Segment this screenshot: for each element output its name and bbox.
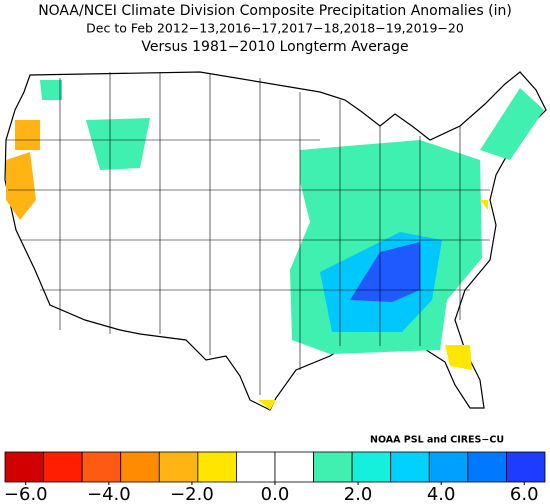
idaho-wet [86,118,150,170]
northeast-wet [480,88,544,160]
tick-label: −2.0 [170,484,214,504]
california-dry [6,152,36,220]
comparison: Versus 1981−2010 Longterm Average [141,39,408,55]
us-map [4,71,547,411]
tick-label: −6.0 [4,484,48,504]
colorbar-swatch [158,451,199,483]
title: NOAA/NCEI Climate Division Composite Pre… [38,3,512,19]
tick-label: 6.0 [510,484,539,504]
subtitle: Dec to Feb 2012−13,2016−17,2017−18,2018−… [86,21,464,36]
washington-wet [40,80,62,100]
colorbar-swatch [274,451,314,483]
colorbar-swatch [428,451,469,483]
colorbar-swatch [351,451,392,483]
colorbar-swatch [506,451,546,483]
colorbar-swatch [467,451,507,483]
credit: NOAA PSL and CIRES−CU [370,435,504,446]
tick-label: 0.0 [261,484,290,504]
tick-label: 4.0 [427,484,456,504]
colorbar-swatch [236,451,276,483]
maryland-dry [480,200,488,210]
oregon-dry [15,120,40,150]
state-lines [6,72,490,395]
colorbar-swatch [313,451,353,483]
colorbar-swatch [120,451,160,483]
colorbar-swatch [197,451,237,483]
texas-coast-dry [258,400,276,410]
colorbar-swatch [4,451,44,483]
colorbar-swatch [81,451,122,483]
wettest-region [350,242,420,302]
florida-dry [445,345,472,370]
tick-label: 2.0 [344,484,373,504]
colorbar-swatch [390,451,430,483]
colorbar-swatch [43,451,83,483]
tick-label: −4.0 [87,484,131,504]
